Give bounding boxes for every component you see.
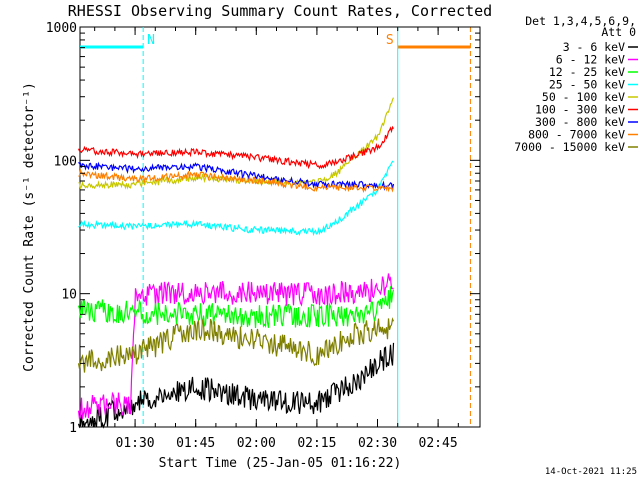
legend-entry-label: 6 - 12 keV — [556, 53, 625, 67]
series-line — [78, 160, 394, 237]
legend-entry-label: 100 - 300 keV — [535, 103, 625, 117]
legend-entry-label: 50 - 100 keV — [542, 90, 625, 104]
x-axis-label: Start Time (25-Jan-05 01:16:22) — [159, 456, 402, 471]
vertical-markers — [142, 27, 471, 427]
y-tick-label: 100 — [54, 154, 77, 169]
y-tick-label: 10 — [61, 288, 77, 303]
y-axis-label: Corrected Count Rate (s⁻¹ detector⁻¹) — [22, 82, 37, 372]
legend-entry-label: 3 - 6 keV — [563, 40, 625, 54]
series-line — [78, 97, 395, 190]
x-tick-label: 02:00 — [237, 436, 276, 451]
series-line — [77, 317, 395, 373]
x-tick-label: 01:30 — [116, 436, 155, 451]
timestamp: 14-Oct-2021 11:25 — [545, 467, 637, 477]
series-line — [77, 273, 394, 420]
series-lines — [77, 97, 395, 429]
series-line — [77, 286, 395, 329]
y-axis-ticks: 1 10 100 1000 — [46, 21, 480, 436]
series-line — [77, 125, 394, 170]
legend-entry-label: 300 - 800 keV — [535, 115, 625, 129]
legend-entry-label: 7000 - 15000 keV — [514, 140, 625, 154]
x-tick-label: 02:30 — [358, 436, 397, 451]
series-line — [78, 161, 395, 191]
y-tick-label: 1000 — [46, 21, 77, 36]
x-tick-label: 01:45 — [176, 436, 215, 451]
y-tick-label: 1 — [69, 421, 77, 436]
series-line — [78, 167, 395, 194]
legend-header: Att 0 — [601, 25, 636, 39]
flag-label: N — [147, 33, 155, 48]
legend-entry-label: 12 - 25 keV — [549, 65, 625, 79]
x-axis-ticks: 01:30 01:45 02:00 02:15 02:30 02:45 — [94, 27, 459, 451]
flag-label: S — [386, 33, 394, 48]
legend-entry-label: 25 - 50 keV — [549, 78, 625, 92]
x-tick-label: 02:45 — [419, 436, 458, 451]
legend-entry-label: 800 - 7000 keV — [528, 128, 625, 142]
plot-frame — [79, 26, 481, 428]
legend-header: Det 1,3,4,5,6,9, — [525, 14, 636, 28]
chart-title: RHESSI Observing Summary Count Rates, Co… — [68, 2, 492, 20]
x-tick-label: 02:15 — [297, 436, 336, 451]
